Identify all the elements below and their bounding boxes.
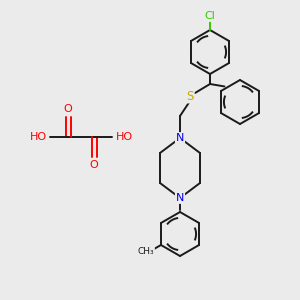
Text: HO: HO — [29, 132, 46, 142]
Text: O: O — [64, 104, 72, 114]
Text: N: N — [176, 193, 184, 203]
Text: HO: HO — [116, 132, 133, 142]
Text: Cl: Cl — [205, 11, 215, 21]
Text: N: N — [176, 133, 184, 143]
Text: S: S — [186, 89, 194, 103]
Text: O: O — [90, 160, 98, 170]
Text: CH₃: CH₃ — [137, 248, 154, 256]
